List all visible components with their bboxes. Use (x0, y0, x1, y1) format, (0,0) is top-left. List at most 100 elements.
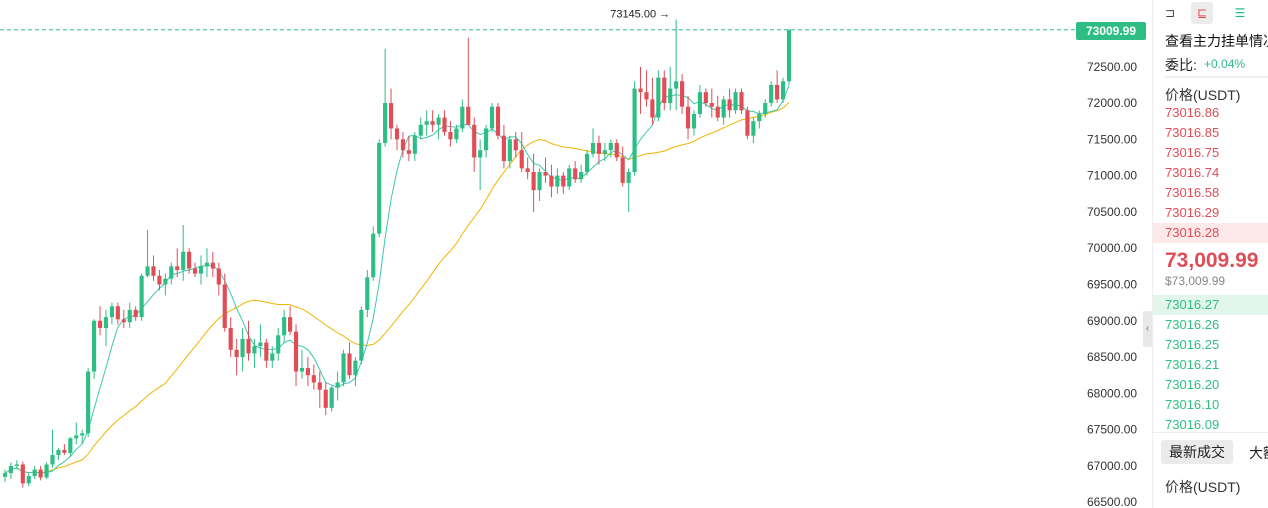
candle-body (115, 306, 120, 320)
ask-row[interactable]: 73016.75 (1165, 145, 1220, 160)
candle-body (103, 317, 109, 329)
bid-row[interactable]: 73016.10 (1165, 397, 1220, 412)
collapse-panel-handle[interactable]: ‹ (1143, 311, 1152, 347)
ask-row[interactable]: 73016.74 (1165, 165, 1220, 180)
candle-body (454, 128, 459, 140)
candle-body (685, 106, 691, 129)
candle-body (602, 150, 607, 154)
candle-body (383, 103, 388, 143)
candle-body (745, 110, 750, 136)
order-ratio-value: +0.04% (1204, 57, 1246, 71)
candle-body (448, 132, 453, 140)
candle-body (727, 99, 732, 111)
candle-body (424, 121, 429, 125)
candle-body (50, 455, 55, 465)
tab-latest-trades[interactable]: 最新成交 (1161, 440, 1233, 464)
bid-row[interactable]: 73016.20 (1165, 377, 1220, 392)
candle-body (157, 275, 162, 285)
layout-both-icon[interactable]: ⊐ (1164, 6, 1176, 20)
candle-body (377, 142, 382, 234)
candle-body (216, 268, 221, 285)
ask-row[interactable]: 73016.85 (1165, 125, 1220, 140)
price-chart[interactable]: 72500.00 72000.00 71500.00 71000.00 70500.00… (0, 0, 1150, 508)
candle-body (121, 319, 126, 323)
candle-body (780, 81, 786, 100)
candle-body (697, 92, 702, 114)
section-divider (1153, 432, 1268, 433)
candle-body (234, 349, 239, 358)
bid-row[interactable]: 73016.25 (1165, 337, 1220, 352)
tab-large-trades[interactable]: 大额 (1249, 445, 1268, 461)
candle-body (573, 168, 578, 180)
candle-body (513, 139, 518, 151)
candle-body (353, 360, 358, 376)
bid-row[interactable]: 73016.21 (1165, 357, 1220, 372)
candle-body (80, 433, 85, 436)
ask-row[interactable]: 73016.86 (1165, 105, 1220, 120)
bid-row[interactable]: 73016.09 (1165, 417, 1220, 432)
candle-body (531, 171, 536, 191)
bid-row[interactable]: 73016.27 (1153, 295, 1268, 315)
candle-body (650, 99, 655, 118)
candle-body (388, 103, 394, 129)
order-book-panel: ⊐ ⊑ ☰ 查看主力挂单情况 委比: +0.04% 价格(USDT) 73016… (1152, 0, 1268, 508)
candle-body (614, 142, 619, 158)
candle-body (460, 106, 465, 129)
candle-body (365, 277, 370, 310)
candle-body (721, 99, 726, 118)
candle-body (495, 106, 501, 136)
candle-body (442, 117, 447, 133)
view-main-orders-link[interactable]: 查看主力挂单情况 (1165, 33, 1268, 49)
ask-row[interactable]: 73016.58 (1165, 185, 1220, 200)
candle-body (472, 124, 477, 158)
y-tick-label: 71500.00 (1087, 132, 1137, 146)
candle-body (97, 320, 103, 329)
bid-row[interactable]: 73016.26 (1165, 317, 1220, 332)
candle-body (288, 317, 293, 332)
candle-body (739, 92, 744, 111)
candle-body (691, 113, 697, 129)
candle-body (484, 128, 489, 151)
candle-body (204, 262, 210, 267)
candle-body (555, 175, 560, 187)
y-tick-label: 70000.00 (1087, 241, 1137, 255)
candle-body (169, 266, 174, 279)
candle-body (276, 335, 281, 354)
candle-body (394, 128, 400, 140)
candle-body (608, 142, 613, 151)
ask-row[interactable]: 73016.29 (1165, 205, 1220, 220)
candle-body (32, 469, 37, 477)
ask-row[interactable]: 73016.28 (1153, 223, 1268, 243)
layout-bids-icon[interactable]: ☰ (1234, 6, 1246, 20)
candle-body (537, 171, 542, 191)
candle-body (252, 346, 257, 354)
y-tick-label: 68000.00 (1087, 386, 1137, 400)
candle-body (644, 92, 649, 100)
candle-body (543, 171, 548, 176)
candle-body (751, 121, 756, 136)
candle-body (757, 113, 762, 122)
candle-body (489, 106, 495, 129)
candle-body (579, 171, 584, 180)
candle-body (668, 88, 673, 104)
candle-body (317, 382, 322, 390)
candle-body (335, 382, 340, 388)
candle-body (478, 150, 483, 158)
candle-body (163, 278, 168, 285)
candle-body (371, 233, 376, 278)
ma-slow-line (4, 102, 790, 474)
candle-body (329, 387, 334, 408)
candle-body (323, 389, 328, 408)
candle-body (311, 375, 316, 383)
candle-body (567, 168, 572, 187)
candle-body (769, 84, 774, 104)
candle-body (133, 309, 138, 318)
candle-body (86, 371, 91, 434)
candle-body (549, 175, 554, 187)
layout-asks-icon[interactable]: ⊑ (1191, 2, 1213, 24)
candlestick-chart-svg[interactable]: 72500.00 72000.00 71500.00 71000.00 70500.00… (0, 0, 1150, 508)
candle-body (775, 84, 780, 100)
candle-body (656, 77, 661, 118)
candle-body (74, 435, 79, 439)
trades-price-column-header: 价格(USDT) (1165, 479, 1241, 495)
